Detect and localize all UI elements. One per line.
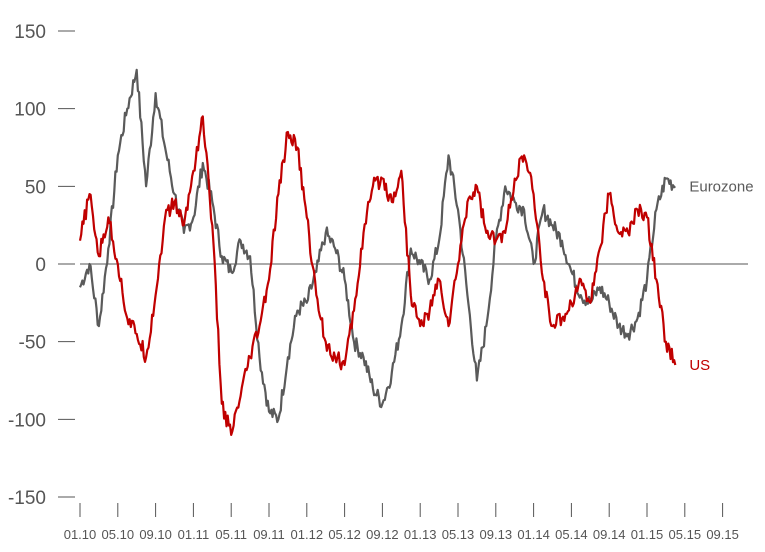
x-tick-label: 09.14 — [593, 527, 626, 542]
x-tick-label: 01.12 — [291, 527, 324, 542]
x-tick-label: 05.12 — [328, 527, 361, 542]
y-tick-label: -50 — [19, 333, 46, 354]
series-line-eurozone — [78, 68, 676, 424]
y-tick-label: 0 — [35, 255, 46, 276]
x-tick-label: 09.11 — [253, 527, 285, 542]
y-axis: 150 100 50 0 -50 -100 -150 — [8, 22, 75, 509]
x-tick-label: 05.15 — [669, 527, 702, 542]
y-tick-label: -100 — [8, 410, 46, 431]
series-label-eurozone: Eurozone — [689, 178, 753, 195]
x-tick-label: 05.14 — [555, 527, 588, 542]
x-tick-label: 01.13 — [404, 527, 437, 542]
y-tick-label: 150 — [14, 22, 46, 43]
series-labels: Eurozone US — [689, 178, 753, 374]
series-label-us: US — [689, 357, 710, 374]
x-tick-label: 09.12 — [366, 527, 399, 542]
x-tick-label: 01.11 — [178, 527, 210, 542]
x-tick-label: 01.10 — [64, 527, 97, 542]
y-tick-label: 100 — [14, 100, 46, 121]
y-tick-label: -150 — [8, 488, 46, 509]
y-tick-label: 50 — [25, 177, 46, 198]
series-line-us — [78, 115, 677, 436]
x-tick-label: 09.10 — [139, 527, 172, 542]
x-tick-label: 01.14 — [517, 527, 550, 542]
series-layer — [78, 68, 677, 436]
x-tick-label: 05.10 — [102, 527, 135, 542]
x-tick-label: 09.15 — [706, 527, 739, 542]
x-tick-label: 09.13 — [480, 527, 513, 542]
x-axis: 01.10 05.10 09.10 01.11 05.11 09.11 01.12 05.12… — [64, 503, 739, 542]
x-tick-label: 05.13 — [442, 527, 475, 542]
x-tick-label: 01.15 — [631, 527, 664, 542]
x-tick-label: 05.11 — [215, 527, 247, 542]
